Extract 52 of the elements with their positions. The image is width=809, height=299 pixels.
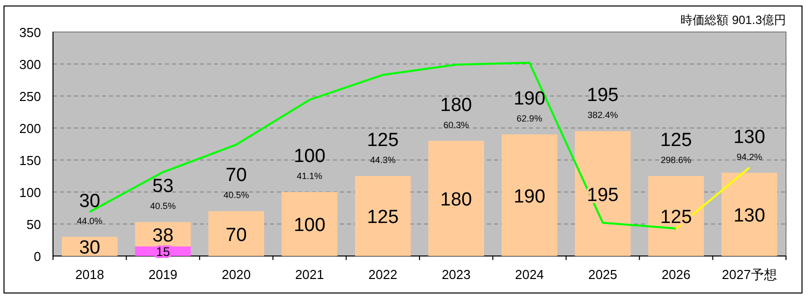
x-tick-label: 2018	[75, 267, 104, 282]
data-label: 190	[514, 186, 546, 208]
annotation: 62.9%	[516, 113, 542, 124]
annotation: 382.4%	[587, 110, 618, 120]
annotation: 94.2%	[736, 152, 762, 162]
total-label: 30	[79, 190, 100, 212]
bar	[574, 131, 631, 256]
total-label: 100	[294, 146, 326, 167]
total-label: 125	[367, 130, 399, 151]
annotation: 40.5%	[223, 190, 250, 200]
total-label: 180	[440, 94, 472, 116]
total-label: 130	[734, 126, 766, 148]
total-label: 53	[152, 176, 174, 198]
annotation: 41.1%	[296, 171, 322, 181]
data-label: 70	[226, 224, 247, 246]
text: 時価総額 901.3億円	[680, 13, 786, 27]
x-tick-label: 2021	[295, 267, 324, 282]
x-tick-label: 2020	[222, 267, 251, 282]
data-label: 100	[294, 215, 326, 236]
total-label: 190	[514, 88, 546, 110]
x-tick-label: 2025	[588, 267, 618, 282]
x-tick-label: 2019	[148, 267, 178, 282]
bar	[428, 140, 484, 256]
total-label: 195	[586, 85, 619, 106]
annotation: 60.3%	[443, 120, 469, 130]
annotation: 44.3%	[370, 155, 396, 165]
y-tick-label: 250	[19, 89, 41, 104]
total-label: 125	[660, 130, 692, 151]
y-tick-label: 100	[19, 185, 41, 200]
y-tick-label: 300	[19, 57, 41, 72]
x-tick-label: 2023	[442, 267, 471, 282]
y-tick-label: 150	[19, 153, 41, 168]
y-tick-label: 200	[19, 121, 41, 136]
x-tick-label: 2027予想	[722, 267, 777, 282]
data-label: 30	[79, 238, 100, 259]
data-label: 15	[156, 244, 170, 259]
data-label: 180	[440, 190, 472, 211]
x-tick-label: 2024	[514, 267, 544, 282]
data-label: 125	[660, 207, 692, 228]
y-tick-label: 50	[26, 217, 41, 232]
data-label: 38	[152, 225, 174, 246]
y-tick-label: 0	[34, 249, 41, 264]
annotation: 44.0%	[76, 216, 102, 226]
x-tick-label: 2026	[662, 267, 691, 282]
y-tick-label: 350	[19, 25, 41, 40]
total-label: 70	[226, 165, 247, 186]
data-label: 130	[734, 206, 766, 227]
bar	[502, 134, 558, 256]
x-tick-label: 2022	[368, 267, 398, 282]
annotation: 298.6%	[660, 155, 692, 165]
annotation: 40.5%	[150, 201, 176, 212]
data-label: 125	[367, 207, 399, 228]
